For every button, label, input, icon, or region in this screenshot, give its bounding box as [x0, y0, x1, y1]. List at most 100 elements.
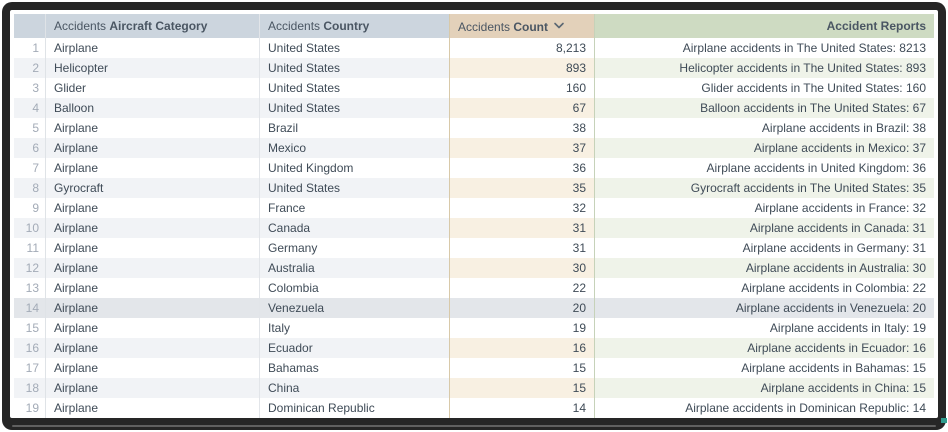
accident-report-cell[interactable]: Gyrocraft accidents in The United States…: [595, 178, 934, 198]
table-row[interactable]: 10 Airplane Canada 31 Airplane accidents…: [14, 218, 934, 238]
count-cell[interactable]: 32: [450, 198, 595, 218]
count-cell[interactable]: 67: [450, 98, 595, 118]
count-cell[interactable]: 38: [450, 118, 595, 138]
row-number-cell[interactable]: 17: [14, 358, 46, 378]
accident-report-cell[interactable]: Airplane accidents in Canada: 31: [595, 218, 934, 238]
table-row[interactable]: 12 Airplane Australia 30 Airplane accide…: [14, 258, 934, 278]
table-row[interactable]: 5 Airplane Brazil 38 Airplane accidents …: [14, 118, 934, 138]
accident-report-cell[interactable]: Airplane accidents in Mexico: 37: [595, 138, 934, 158]
table-row[interactable]: 19 Airplane Dominican Republic 14 Airpla…: [14, 398, 934, 418]
accident-report-cell[interactable]: Airplane accidents in Dominican Republic…: [595, 398, 934, 418]
row-number-cell[interactable]: 15: [14, 318, 46, 338]
accident-report-cell[interactable]: Airplane accidents in Italy: 19: [595, 318, 934, 338]
row-number-cell[interactable]: 1: [14, 38, 46, 58]
country-cell[interactable]: France: [260, 198, 450, 218]
count-cell[interactable]: 14: [450, 398, 595, 418]
aircraft-category-cell[interactable]: Gyrocraft: [46, 178, 260, 198]
aircraft-category-cell[interactable]: Airplane: [46, 38, 260, 58]
table-row[interactable]: 11 Airplane Germany 31 Airplane accident…: [14, 238, 934, 258]
table-row[interactable]: 1 Airplane United States 8,213 Airplane …: [14, 38, 934, 58]
header-aircraft-category[interactable]: Accidents Aircraft Category: [46, 14, 260, 38]
count-cell[interactable]: 35: [450, 178, 595, 198]
country-cell[interactable]: Dominican Republic: [260, 398, 450, 418]
country-cell[interactable]: Colombia: [260, 278, 450, 298]
aircraft-category-cell[interactable]: Airplane: [46, 258, 260, 278]
table-row[interactable]: 6 Airplane Mexico 37 Airplane accidents …: [14, 138, 934, 158]
table-row[interactable]: 18 Airplane China 15 Airplane accidents …: [14, 378, 934, 398]
table-row[interactable]: 2 Helicopter United States 893 Helicopte…: [14, 58, 934, 78]
count-cell[interactable]: 31: [450, 238, 595, 258]
aircraft-category-cell[interactable]: Airplane: [46, 318, 260, 338]
aircraft-category-cell[interactable]: Airplane: [46, 278, 260, 298]
aircraft-category-cell[interactable]: Airplane: [46, 378, 260, 398]
table-row[interactable]: 15 Airplane Italy 19 Airplane accidents …: [14, 318, 934, 338]
accident-report-cell[interactable]: Airplane accidents in United Kingdom: 36: [595, 158, 934, 178]
header-count[interactable]: Accidents Count: [450, 14, 595, 38]
aircraft-category-cell[interactable]: Helicopter: [46, 58, 260, 78]
row-number-cell[interactable]: 12: [14, 258, 46, 278]
count-cell[interactable]: 37: [450, 138, 595, 158]
table-row[interactable]: 9 Airplane France 32 Airplane accidents …: [14, 198, 934, 218]
aircraft-category-cell[interactable]: Airplane: [46, 158, 260, 178]
accident-report-cell[interactable]: Airplane accidents in Australia: 30: [595, 258, 934, 278]
country-cell[interactable]: United States: [260, 78, 450, 98]
table-row[interactable]: 4 Balloon United States 67 Balloon accid…: [14, 98, 934, 118]
aircraft-category-cell[interactable]: Airplane: [46, 118, 260, 138]
count-cell[interactable]: 19: [450, 318, 595, 338]
country-cell[interactable]: Germany: [260, 238, 450, 258]
table-row[interactable]: 17 Airplane Bahamas 15 Airplane accident…: [14, 358, 934, 378]
row-number-cell[interactable]: 4: [14, 98, 46, 118]
row-number-cell[interactable]: 3: [14, 78, 46, 98]
header-row-number[interactable]: [14, 14, 46, 38]
table-row[interactable]: 13 Airplane Colombia 22 Airplane acciden…: [14, 278, 934, 298]
country-cell[interactable]: Australia: [260, 258, 450, 278]
aircraft-category-cell[interactable]: Airplane: [46, 298, 260, 318]
accident-report-cell[interactable]: Helicopter accidents in The United State…: [595, 58, 934, 78]
count-cell[interactable]: 22: [450, 278, 595, 298]
accident-report-cell[interactable]: Glider accidents in The United States: 1…: [595, 78, 934, 98]
table-row[interactable]: 7 Airplane United Kingdom 36 Airplane ac…: [14, 158, 934, 178]
aircraft-category-cell[interactable]: Airplane: [46, 138, 260, 158]
row-number-cell[interactable]: 7: [14, 158, 46, 178]
aircraft-category-cell[interactable]: Glider: [46, 78, 260, 98]
count-cell[interactable]: 15: [450, 358, 595, 378]
country-cell[interactable]: Brazil: [260, 118, 450, 138]
accident-report-cell[interactable]: Airplane accidents in Colombia: 22: [595, 278, 934, 298]
header-accident-reports[interactable]: Accident Reports: [595, 14, 934, 38]
country-cell[interactable]: Ecuador: [260, 338, 450, 358]
row-number-cell[interactable]: 13: [14, 278, 46, 298]
row-number-cell[interactable]: 9: [14, 198, 46, 218]
country-cell[interactable]: United States: [260, 38, 450, 58]
count-cell[interactable]: 160: [450, 78, 595, 98]
country-cell[interactable]: Canada: [260, 218, 450, 238]
count-cell[interactable]: 893: [450, 58, 595, 78]
row-number-cell[interactable]: 16: [14, 338, 46, 358]
accident-report-cell[interactable]: Airplane accidents in Brazil: 38: [595, 118, 934, 138]
row-number-cell[interactable]: 2: [14, 58, 46, 78]
country-cell[interactable]: Venezuela: [260, 298, 450, 318]
aircraft-category-cell[interactable]: Airplane: [46, 358, 260, 378]
table-row[interactable]: 3 Glider United States 160 Glider accide…: [14, 78, 934, 98]
accident-report-cell[interactable]: Airplane accidents in France: 32: [595, 198, 934, 218]
count-cell[interactable]: 8,213: [450, 38, 595, 58]
accident-report-cell[interactable]: Airplane accidents in China: 15: [595, 378, 934, 398]
aircraft-category-cell[interactable]: Balloon: [46, 98, 260, 118]
table-row[interactable]: 8 Gyrocraft United States 35 Gyrocraft a…: [14, 178, 934, 198]
count-cell[interactable]: 31: [450, 218, 595, 238]
country-cell[interactable]: United Kingdom: [260, 158, 450, 178]
country-cell[interactable]: United States: [260, 98, 450, 118]
country-cell[interactable]: United States: [260, 178, 450, 198]
row-number-cell[interactable]: 11: [14, 238, 46, 258]
row-number-cell[interactable]: 14: [14, 298, 46, 318]
accident-report-cell[interactable]: Airplane accidents in Ecuador: 16: [595, 338, 934, 358]
row-number-cell[interactable]: 8: [14, 178, 46, 198]
country-cell[interactable]: Italy: [260, 318, 450, 338]
country-cell[interactable]: Bahamas: [260, 358, 450, 378]
aircraft-category-cell[interactable]: Airplane: [46, 218, 260, 238]
aircraft-category-cell[interactable]: Airplane: [46, 338, 260, 358]
aircraft-category-cell[interactable]: Airplane: [46, 238, 260, 258]
table-row[interactable]: 16 Airplane Ecuador 16 Airplane accident…: [14, 338, 934, 358]
aircraft-category-cell[interactable]: Airplane: [46, 198, 260, 218]
count-cell[interactable]: 15: [450, 378, 595, 398]
table-row[interactable]: 14 Airplane Venezuela 20 Airplane accide…: [14, 298, 934, 318]
